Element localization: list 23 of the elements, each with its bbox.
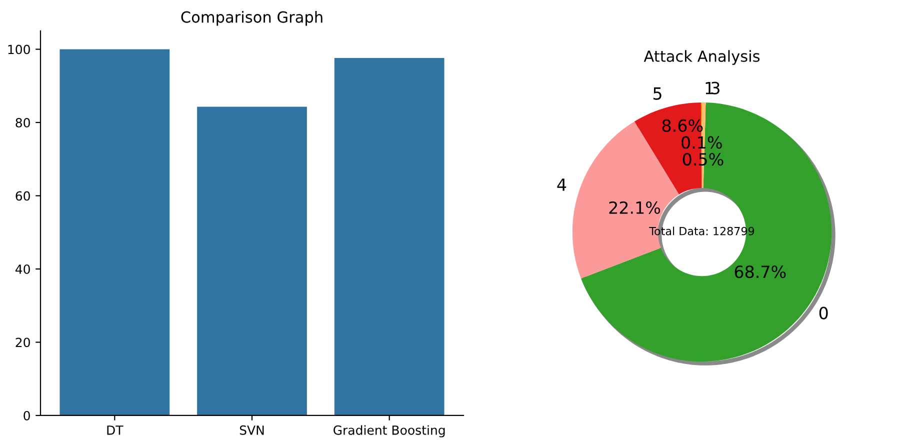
y-tick-label: 20 bbox=[16, 338, 30, 348]
data-label: 0.1% bbox=[682, 136, 722, 149]
slice-label: 4 bbox=[557, 178, 566, 191]
y-tick-label: 40 bbox=[15, 264, 30, 274]
x-tick-label: DT bbox=[107, 426, 124, 435]
bar bbox=[334, 58, 444, 416]
data-label: 0.5% bbox=[682, 153, 724, 166]
x-tick-label: SVN bbox=[240, 425, 264, 435]
data-label: 22.1% bbox=[609, 201, 660, 214]
chart-title: Attack Analysis bbox=[644, 50, 760, 65]
slice-label: 3 bbox=[711, 82, 720, 94]
data-label: 68.7% bbox=[734, 266, 786, 278]
y-tick-label: 100 bbox=[8, 44, 30, 54]
y-tick-label: 80 bbox=[16, 118, 30, 128]
x-tick-label: Gradient Boosting bbox=[334, 425, 445, 438]
slice-label: 1 bbox=[706, 82, 714, 94]
bar bbox=[60, 49, 170, 416]
slice-label: 0 bbox=[819, 306, 828, 320]
slice-label: 5 bbox=[653, 87, 662, 100]
y-tick-label: 60 bbox=[16, 191, 30, 201]
chart-title: Comparison Graph bbox=[181, 11, 322, 26]
y-tick-label: 0 bbox=[24, 410, 30, 420]
bar bbox=[197, 106, 307, 416]
